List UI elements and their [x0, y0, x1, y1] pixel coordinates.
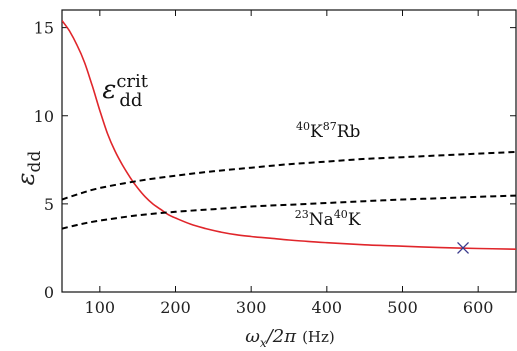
annotation-nak-el1: Na	[309, 210, 334, 230]
series-group	[62, 20, 517, 250]
annotation-krb-el1: K	[310, 122, 323, 142]
x-tick-label-400: 400	[312, 298, 343, 317]
y-axis-label-main: ε	[12, 172, 40, 185]
x-axis-label: ωx/2π (Hz)	[245, 326, 335, 350]
annotation-critical-main: ε	[102, 75, 116, 105]
marker-cross	[457, 241, 469, 254]
annotation-critical-eps: εcrit	[102, 71, 148, 105]
x-axis-label-main: ω	[245, 326, 260, 347]
x-tick-label-500: 500	[387, 298, 418, 317]
annotation-krb-sup2: 87	[323, 120, 337, 133]
annotation-krb-el2: Rb	[337, 122, 361, 142]
annotation-critical-sub: dd	[119, 90, 142, 111]
y-tick-label-0: 0	[44, 283, 54, 302]
annotation-nak-el2: K	[348, 210, 361, 230]
marker-cross-stroke-b	[457, 241, 469, 254]
y-axis-label: εdd	[12, 151, 45, 186]
x-tick-label-600: 600	[463, 298, 494, 317]
series-line-1	[62, 150, 517, 201]
marker-group	[457, 241, 469, 254]
x-axis-label-rest: /2π	[265, 326, 298, 347]
annotation-nak-sup2: 40	[334, 208, 348, 221]
x-tick-label-300: 300	[236, 298, 267, 317]
y-axis-label-sub: dd	[25, 151, 45, 173]
axis-ticks: 100 200 300 400 500 600 0 5 10 15	[34, 10, 516, 317]
y-tick-label-15: 15	[34, 19, 54, 38]
plot-frame	[61, 9, 517, 293]
x-axis-label-sub: x	[260, 336, 267, 350]
y-tick-label-10: 10	[34, 107, 54, 126]
annotation-critical-sup: crit	[116, 71, 148, 92]
x-axis-label-unit: (Hz)	[302, 328, 335, 346]
series-line-0	[62, 20, 517, 250]
x-tick-label-200: 200	[160, 298, 191, 317]
series-line-2	[62, 194, 517, 230]
y-tick-label-5: 5	[44, 195, 54, 214]
annotation-krb-sup1: 40	[296, 120, 310, 133]
annotation-nak-sup1: 23	[295, 208, 309, 221]
x-tick-label-100: 100	[85, 298, 116, 317]
annotation-nak: 23Na40K	[295, 208, 361, 230]
annotation-krb: 40K87Rb	[296, 120, 361, 142]
